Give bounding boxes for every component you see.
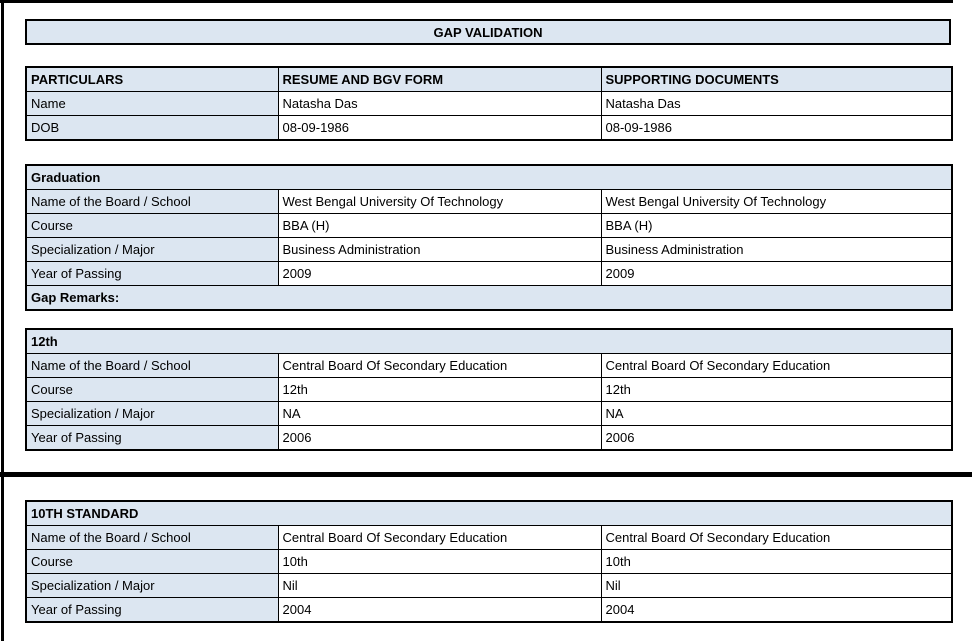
- row-label: Year of Passing: [25, 597, 279, 623]
- gap-remarks-row: Gap Remarks:: [25, 285, 953, 311]
- supporting-value: Central Board Of Secondary Education: [600, 353, 953, 378]
- resume-value: Central Board Of Secondary Education: [277, 353, 602, 378]
- table-row: Course 12th 12th: [25, 377, 953, 402]
- resume-value: 10th: [277, 549, 602, 574]
- table-row: Name Natasha Das Natasha Das: [25, 91, 953, 116]
- page-title: GAP VALIDATION: [25, 19, 951, 45]
- table-row: DOB 08-09-1986 08-09-1986: [25, 115, 953, 141]
- page-title-text: GAP VALIDATION: [433, 24, 543, 40]
- identity-header-row: PARTICULARS RESUME AND BGV FORM SUPPORTI…: [25, 66, 953, 92]
- row-label: DOB: [25, 115, 279, 141]
- identity-table: PARTICULARS RESUME AND BGV FORM SUPPORTI…: [25, 66, 953, 141]
- resume-value: 08-09-1986: [277, 115, 602, 141]
- supporting-value: Business Administration: [600, 237, 953, 262]
- resume-value: Natasha Das: [277, 91, 602, 116]
- table-row: Specialization / Major NA NA: [25, 401, 953, 426]
- table-row: Course BBA (H) BBA (H): [25, 213, 953, 238]
- supporting-value: 10th: [600, 549, 953, 574]
- table-row: Year of Passing 2009 2009: [25, 261, 953, 286]
- section-header-row: Graduation: [25, 164, 953, 190]
- supporting-value: Natasha Das: [600, 91, 953, 116]
- table-row: Specialization / Major Business Administ…: [25, 237, 953, 262]
- supporting-value: 12th: [600, 377, 953, 402]
- section-header-row: 10TH STANDARD: [25, 500, 953, 526]
- section-table-10th: 10TH STANDARD Name of the Board / School…: [25, 500, 954, 623]
- section-title: 12th: [25, 328, 953, 354]
- row-label: Course: [25, 213, 279, 238]
- section-table-12th: 12th Name of the Board / School Central …: [25, 328, 954, 451]
- resume-value: NA: [277, 401, 602, 426]
- supporting-value: BBA (H): [600, 213, 953, 238]
- row-label: Name of the Board / School: [25, 353, 279, 378]
- resume-value: 12th: [277, 377, 602, 402]
- resume-value: BBA (H): [277, 213, 602, 238]
- supporting-value: Nil: [600, 573, 953, 598]
- gap-remarks-label: Gap Remarks:: [25, 285, 953, 311]
- supporting-value: 08-09-1986: [600, 115, 953, 141]
- resume-value: Central Board Of Secondary Education: [277, 525, 602, 550]
- row-label: Name of the Board / School: [25, 525, 279, 550]
- row-label: Name: [25, 91, 279, 116]
- col-header-supporting: SUPPORTING DOCUMENTS: [600, 66, 953, 92]
- row-label: Course: [25, 549, 279, 574]
- table-row: Name of the Board / School Central Board…: [25, 353, 953, 378]
- supporting-value: West Bengal University Of Technology: [600, 189, 953, 214]
- table-row: Name of the Board / School West Bengal U…: [25, 189, 953, 214]
- row-label: Name of the Board / School: [25, 189, 279, 214]
- row-label: Year of Passing: [25, 425, 279, 451]
- section-title: Graduation: [25, 164, 953, 190]
- page-break-divider: [0, 472, 972, 477]
- resume-value: Nil: [277, 573, 602, 598]
- row-label: Specialization / Major: [25, 573, 279, 598]
- table-row: Specialization / Major Nil Nil: [25, 573, 953, 598]
- table-row: Year of Passing 2006 2006: [25, 425, 953, 451]
- table-row: Year of Passing 2004 2004: [25, 597, 953, 623]
- supporting-value: 2006: [600, 425, 953, 451]
- supporting-value: 2004: [600, 597, 953, 623]
- page-border-top: [0, 0, 953, 3]
- row-label: Year of Passing: [25, 261, 279, 286]
- col-header-resume: RESUME AND BGV FORM: [277, 66, 602, 92]
- row-label: Specialization / Major: [25, 237, 279, 262]
- table-row: Name of the Board / School Central Board…: [25, 525, 953, 550]
- resume-value: Business Administration: [277, 237, 602, 262]
- supporting-value: NA: [600, 401, 953, 426]
- supporting-value: Central Board Of Secondary Education: [600, 525, 953, 550]
- section-title: 10TH STANDARD: [25, 500, 953, 526]
- table-row: Course 10th 10th: [25, 549, 953, 574]
- resume-value: 2006: [277, 425, 602, 451]
- row-label: Specialization / Major: [25, 401, 279, 426]
- resume-value: West Bengal University Of Technology: [277, 189, 602, 214]
- row-label: Course: [25, 377, 279, 402]
- page-border-left: [1, 0, 4, 641]
- resume-value: 2009: [277, 261, 602, 286]
- section-table-graduation: Graduation Name of the Board / School We…: [25, 164, 954, 311]
- section-header-row: 12th: [25, 328, 953, 354]
- resume-value: 2004: [277, 597, 602, 623]
- supporting-value: 2009: [600, 261, 953, 286]
- col-header-particulars: PARTICULARS: [25, 66, 279, 92]
